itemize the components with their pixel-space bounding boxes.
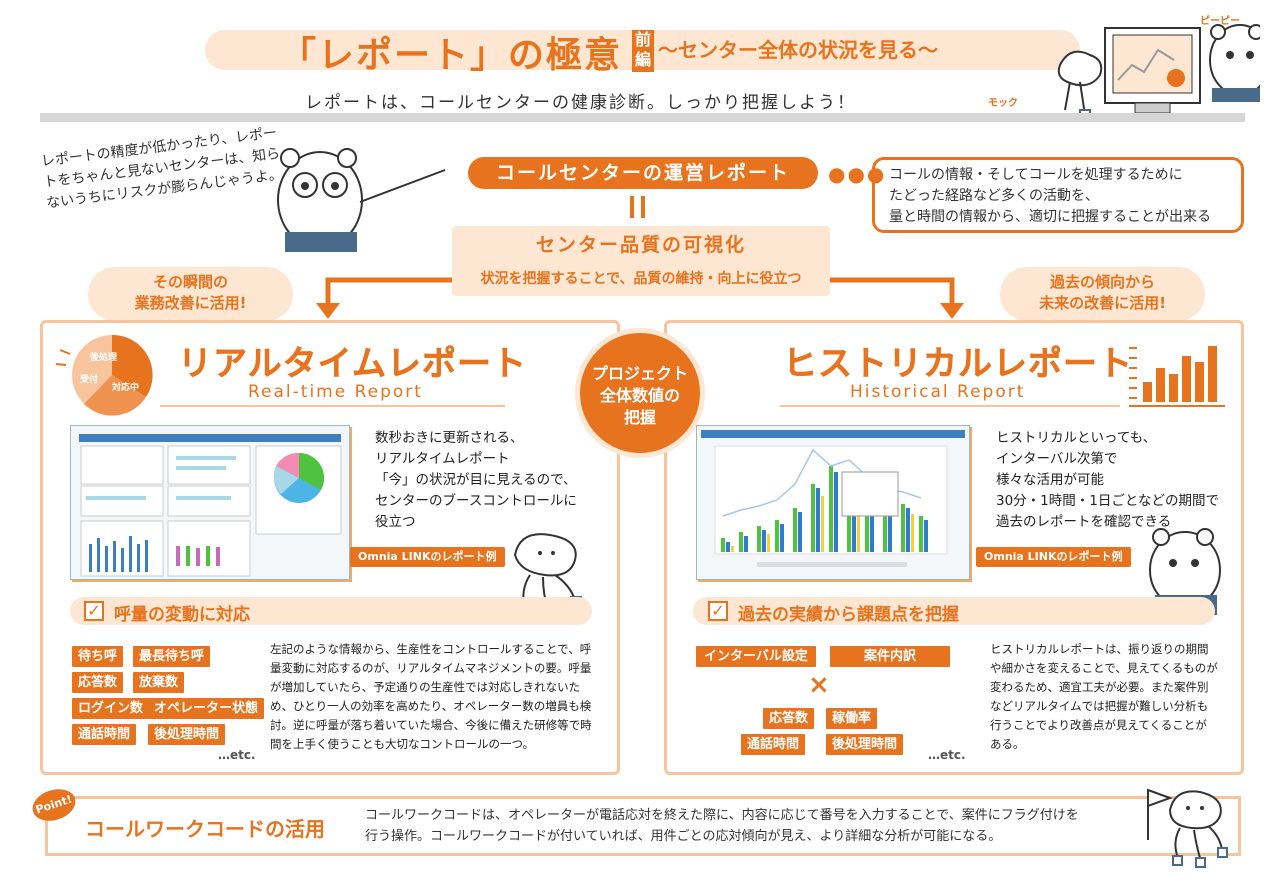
cloud-right-line: 未来の改善に活用! — [1039, 294, 1166, 312]
historical-title-underline — [780, 405, 1120, 407]
mokku-flag-icon — [1147, 788, 1228, 868]
realtime-title-en: Real-time Report — [248, 382, 423, 402]
historical-title: ヒストリカルレポート — [783, 344, 1133, 385]
pie-label: 受付 — [80, 373, 98, 385]
realtime-body: 左記のような情報から、生産性をコントロールすることで、呼量変動に対応するのが、リ… — [270, 642, 592, 751]
ops-desc-line: たどった経路など多くの活動を、 — [889, 188, 1099, 204]
point-body-line: コールワークコードは、オペレーターが電話応対を終えた際に、内容に応じて番号を入力… — [365, 808, 1079, 823]
center-circle-line: 把握 — [623, 408, 656, 427]
page-lead: レポートは、コールセンターの健康診断。しっかり把握しよう！ — [305, 93, 856, 113]
metric-tag: 稼働率 — [826, 708, 878, 729]
ops-report-pill: コールセンターの運営レポート — [468, 157, 818, 189]
historical-check-band — [693, 597, 1215, 625]
historical-etc: …etc. — [928, 748, 966, 762]
equals-sign — [628, 196, 648, 218]
pie-label: 対応中 — [111, 381, 139, 393]
historical-example-tag: Omnia LINKのレポート例 — [976, 547, 1131, 567]
realtime-check-text: 呼量の変動に対応 — [114, 605, 250, 625]
metric-tag: 通話時間 — [72, 724, 137, 745]
center-circle: プロジェクト 全体数値の 把握 — [575, 328, 705, 458]
realtime-desc-line: 数秒おきに更新される、 — [375, 430, 524, 446]
historical-screenshot — [696, 425, 970, 580]
metric-tag: 応答数 — [763, 708, 815, 729]
mokku-character-icon — [1057, 50, 1103, 121]
character-name-mokku: モック — [988, 98, 1018, 109]
analysis-tag: インターバル設定 — [696, 646, 816, 667]
metric-tag: 放棄数 — [133, 672, 185, 693]
point-band — [45, 796, 1241, 856]
page-title: 「レポート」の極意 — [280, 35, 623, 76]
ops-desc-line: 量と時間の情報から、適切に把握することが出来る — [889, 209, 1211, 225]
historical-desc-line: 様々な活用が可能 — [996, 472, 1104, 488]
metric-tag: オペレーター状態 — [148, 698, 265, 719]
bear-pointer-icon — [277, 148, 446, 252]
pie-label: 後処理 — [90, 351, 117, 363]
check-icon: ✓ — [708, 601, 728, 621]
metric-tag: 通話時間 — [741, 734, 806, 755]
cloud-left-line: 業務改善に活用! — [134, 294, 247, 312]
point-mokku-illustration — [1147, 788, 1228, 868]
center-circle-line: プロジェクト — [591, 364, 688, 383]
point-body: コールワークコードは、オペレーターが電話応対を終えた際に、内容に応じて番号を入力… — [365, 805, 1135, 847]
historical-chart-thumbnail — [701, 430, 965, 567]
title-badge: 前編 — [632, 30, 654, 72]
point-title: コールワークコードの活用 — [85, 817, 325, 841]
arrow-down-icon — [940, 303, 964, 319]
historical-desc-line: 過去のレポートを確認できる — [996, 514, 1172, 530]
historical-check-text: 過去の実績から課題点を把握 — [738, 605, 959, 625]
historical-desc-line: インターバル次第で — [996, 451, 1118, 467]
realtime-etc: …etc. — [218, 748, 256, 762]
metric-tag: 後処理時間 — [148, 724, 226, 745]
metric-tag: ログイン数 — [72, 698, 150, 719]
point-body-line: 行う操作。コールワークコードが付いていれば、用件ごとの応対傾向が見え、より詳細な… — [365, 829, 1002, 844]
realtime-dashboard-thumbnail — [79, 434, 342, 577]
check-icon: ✓ — [84, 601, 104, 621]
realtime-title: リアルタイムレポート — [178, 344, 527, 385]
realtime-pie-icon: 後処理 受付 対応中 — [55, 334, 153, 416]
intro-bear-illustration — [277, 148, 446, 252]
ops-report-description: コールの情報・そしてコールを処理するために たどった経路など多くの活動を、 量と… — [872, 157, 1244, 233]
times-icon: × — [808, 670, 830, 700]
page-subtitle-tagline: 〜センター全体の状況を見る〜 — [658, 38, 938, 62]
realtime-title-underline — [160, 405, 505, 407]
analysis-tag: 案件内訳 — [830, 646, 950, 667]
intro-speech-note: レポートの精度が低かったり、レポートをちゃんと見ないセンターは、知らないうちにリ… — [40, 125, 284, 212]
header-divider — [40, 113, 1245, 122]
arrow-down-icon — [316, 303, 340, 319]
realtime-desc-line: センターのブースコントロールに — [375, 493, 577, 509]
cloud-left-line: その瞬間の — [152, 273, 228, 291]
quality-title: センター品質の可視化 — [535, 234, 746, 256]
character-name-pipi: ピーピー — [1200, 16, 1240, 27]
historical-desc-line: 30分・1時間・1日ごとなどの期間で — [996, 493, 1219, 509]
realtime-description: 数秒おきに更新される、 リアルタイムレポート 「今」の状況が目に見えるので、 セ… — [375, 428, 605, 533]
realtime-desc-line: 役立つ — [375, 514, 416, 530]
metric-tag: 後処理時間 — [826, 734, 904, 755]
historical-description: ヒストリカルといっても、 インターバル次第で 様々な活用が可能 30分・1時間・… — [996, 428, 1236, 533]
header-illustration — [1057, 24, 1260, 121]
center-circle-line: 全体数値の — [599, 386, 680, 405]
realtime-screenshot — [70, 425, 350, 580]
historical-body: ヒストリカルレポートは、振り返りの期間や細かさを変えることで、見えてくるものが変… — [990, 642, 1218, 751]
branch-arrows — [316, 277, 964, 319]
realtime-desc-line: 「今」の状況が目に見えるので、 — [375, 472, 577, 488]
cloud-left: その瞬間の 業務改善に活用! — [88, 267, 293, 321]
realtime-example-tag: Omnia LINKのレポート例 — [350, 547, 505, 567]
metric-tag: 待ち呼 — [72, 646, 124, 667]
cloud-right-line: 過去の傾向から — [1049, 273, 1155, 291]
realtime-check-band — [70, 597, 592, 625]
metric-tag: 応答数 — [72, 672, 124, 693]
realtime-desc-line: リアルタイムレポート — [375, 451, 510, 467]
bear-character-icon — [1209, 24, 1260, 102]
historical-bar-icon — [1129, 346, 1225, 407]
historical-title-en: Historical Report — [850, 382, 1026, 402]
historical-desc-line: ヒストリカルといっても、 — [996, 430, 1157, 446]
cloud-right: 過去の傾向から 未来の改善に活用! — [1000, 267, 1205, 321]
quality-subtitle: 状況を把握することで、品質の維持・向上に役立つ — [480, 271, 802, 287]
quality-box — [452, 226, 830, 296]
ops-desc-line: コールの情報・そしてコールを処理するために — [889, 167, 1183, 183]
metric-tag: 最長待ち呼 — [133, 646, 211, 667]
